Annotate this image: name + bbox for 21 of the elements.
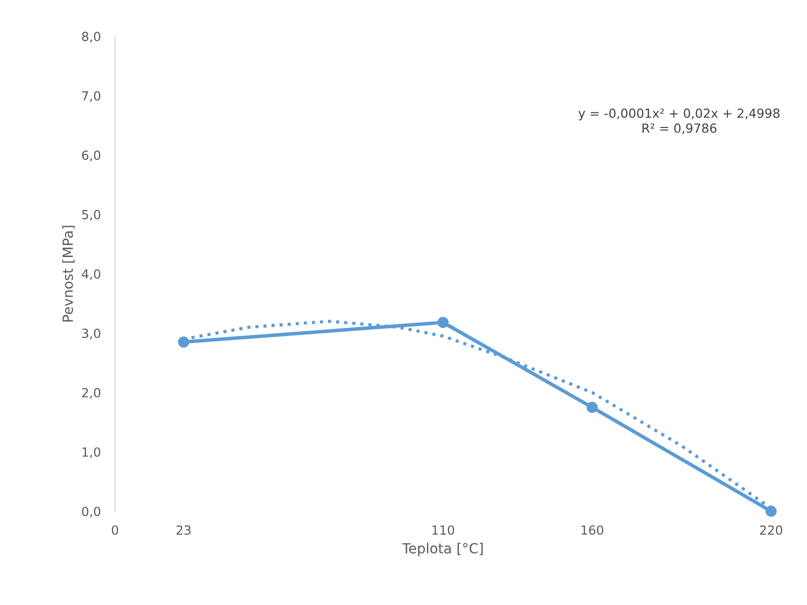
y-tick-label: 2,0	[82, 388, 100, 399]
y-tick-label: 3,0	[82, 328, 100, 340]
y-tick-label: 8,0	[82, 32, 100, 42]
point	[766, 506, 777, 517]
annotation: y = -0,0001x² + 0,02x + 2,4998 R² = 0,9786	[578, 108, 780, 134]
point	[178, 336, 190, 348]
x-tick-label: 23	[176, 525, 191, 535]
y-axis-title: Pevnost [MPa]	[62, 226, 75, 322]
y-tick-label: 1,0	[82, 447, 100, 458]
y-tick-label: 0,0	[82, 506, 100, 518]
x-axis-title: Teplota [°C]	[402, 542, 483, 556]
x-tick-label: 220	[760, 525, 782, 535]
x-tick-label: 160	[582, 525, 604, 535]
point	[586, 402, 598, 413]
y-tick-label: 7,0	[82, 91, 100, 102]
x-tick-label: 110	[432, 525, 454, 535]
y-tick-label: 5,0	[82, 210, 100, 221]
point	[437, 316, 449, 328]
y-tick-label: 4,0	[82, 269, 100, 280]
x-tick-label: 0	[112, 525, 118, 535]
y-tick-label: 6,0	[82, 150, 100, 162]
